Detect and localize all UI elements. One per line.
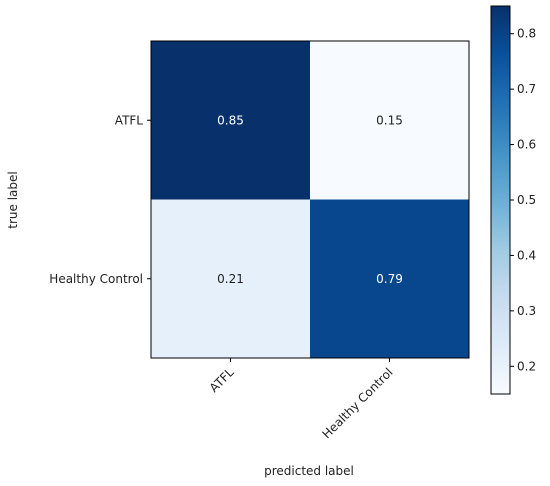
x-axis-label: predicted label xyxy=(264,464,354,478)
x-tick-label-1: Healthy Control xyxy=(319,365,395,441)
cell-value-r1-c1: 0.79 xyxy=(376,272,403,286)
cell-value-r0-c1: 0.15 xyxy=(376,113,403,127)
colorbar xyxy=(490,5,511,395)
y-axis-ticks: ATFL Healthy Control xyxy=(49,113,151,286)
heatmap-cell-r0-c1 xyxy=(310,41,469,200)
cell-value-labels: 0.85 0.15 0.21 0.79 xyxy=(217,113,403,286)
colorbar-tick-label-6: 0.8 xyxy=(517,27,536,41)
colorbar-tick-label-2: 0.4 xyxy=(517,248,536,262)
x-tick-label-0: ATFL xyxy=(207,365,237,395)
colorbar-ticks: 0.2 0.3 0.4 0.5 0.6 0.7 0.8 xyxy=(510,27,536,373)
y-tick-label-1: Healthy Control xyxy=(49,272,143,286)
colorbar-tick-label-5: 0.7 xyxy=(517,82,536,96)
heatmap-cell-r1-c0 xyxy=(151,199,310,358)
plot-frame xyxy=(150,40,470,359)
colorbar-tick-label-0: 0.2 xyxy=(517,359,536,373)
x-axis-ticks: ATFL Healthy Control xyxy=(207,358,396,441)
colorbar-tick-label-1: 0.3 xyxy=(517,304,536,318)
cell-value-r1-c0: 0.21 xyxy=(217,272,244,286)
colorbar-tick-label-3: 0.5 xyxy=(517,193,536,207)
y-axis-label: true label xyxy=(6,171,20,228)
heatmap-cell-r0-c0 xyxy=(151,41,310,200)
heatmap-cell-r1-c1 xyxy=(310,199,469,358)
colorbar-tick-label-4: 0.6 xyxy=(517,138,536,152)
y-tick-label-0: ATFL xyxy=(115,113,144,127)
cell-value-r0-c0: 0.85 xyxy=(217,113,244,127)
heatmap-cells xyxy=(151,41,469,358)
